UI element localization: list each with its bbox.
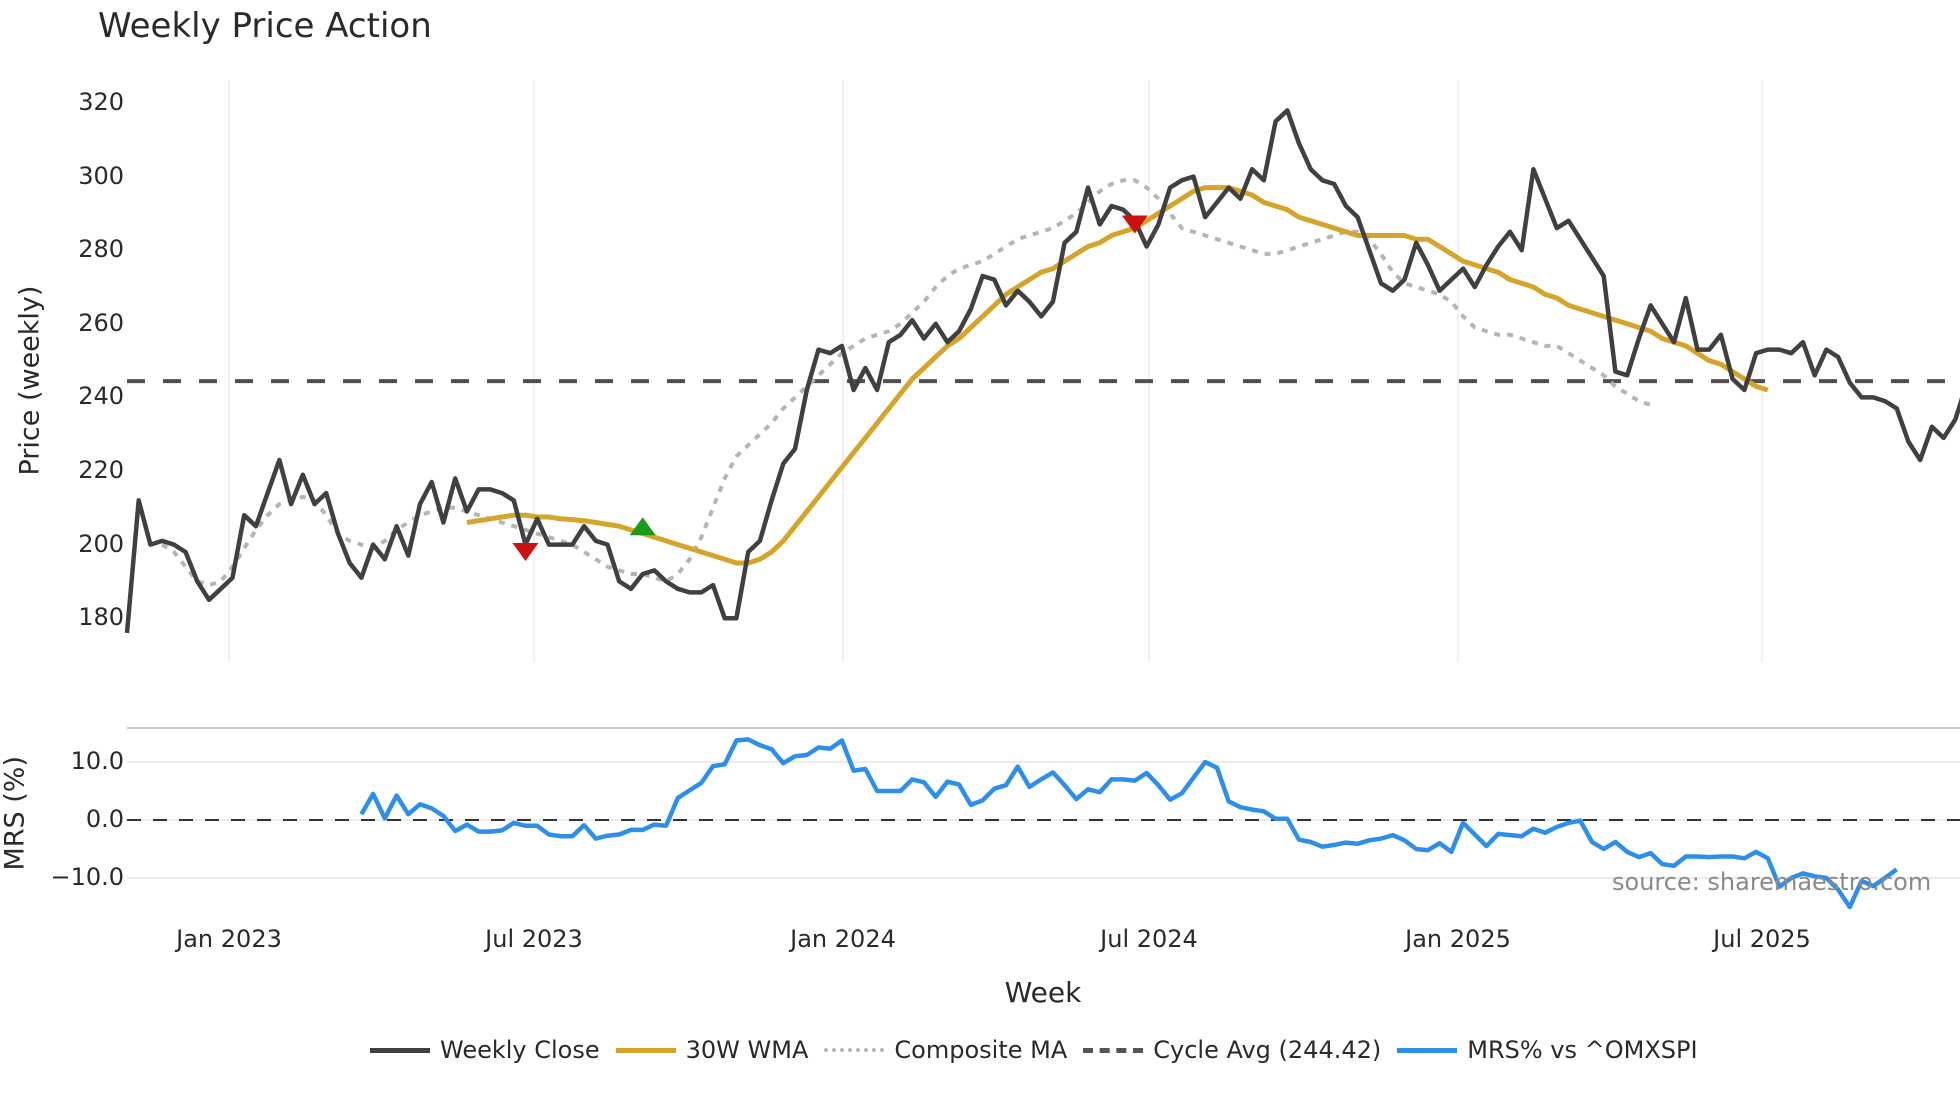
legend-swatch-icon — [1083, 1047, 1144, 1053]
mrs-tick-label: 10.0 — [70, 747, 124, 775]
legend-swatch-icon — [370, 1047, 430, 1053]
weekly-close-line — [124, 108, 1960, 634]
legend-label: MRS% vs ^OMXSPI — [1467, 1036, 1698, 1064]
x-tick-label: Jul 2024 — [1100, 925, 1198, 953]
x-tick-label: Jan 2023 — [176, 925, 282, 953]
legend-item[interactable]: MRS% vs ^OMXSPI — [1397, 1036, 1698, 1064]
chart-title: Weekly Price Action — [98, 6, 432, 46]
legend-label: Weekly Close — [440, 1036, 600, 1064]
price-tick-label: 240 — [78, 382, 124, 411]
mrs-axis-label: MRS (%) — [0, 756, 31, 871]
wma-30w-line — [466, 185, 1769, 566]
price-tick-label: 280 — [78, 235, 124, 264]
x-tick-label: Jan 2025 — [1405, 925, 1511, 953]
legend-label: 30W WMA — [685, 1036, 809, 1064]
buy-signal-marker — [629, 517, 656, 536]
sell-signal-marker — [512, 542, 539, 561]
price-tick-label: 180 — [78, 603, 124, 632]
legend-item[interactable]: Cycle Avg (244.42) — [1083, 1036, 1381, 1064]
composite-ma-line — [161, 178, 1652, 588]
legend-label: Composite MA — [894, 1036, 1068, 1064]
mrs-line — [359, 737, 1899, 910]
legend-label: Cycle Avg (244.42) — [1153, 1036, 1382, 1064]
price-tick-label: 200 — [78, 529, 124, 558]
x-tick-label: Jul 2023 — [485, 925, 583, 953]
x-tick-label: Jul 2025 — [1713, 925, 1811, 953]
price-tick-label: 320 — [78, 88, 124, 116]
mrs-tick-label: 0.0 — [85, 805, 124, 833]
legend-swatch-icon — [824, 1048, 885, 1052]
sell-signal-marker — [1121, 215, 1148, 234]
legend-swatch-icon — [615, 1047, 676, 1053]
legend-swatch-icon — [1397, 1047, 1458, 1053]
x-tick-label: Jan 2024 — [790, 925, 896, 953]
mrs-tick-label: −10.0 — [50, 863, 124, 891]
source-annotation: source: sharemaestro.com — [1612, 868, 1932, 896]
price-tick-label: 260 — [78, 308, 124, 337]
price-tick-label: 300 — [78, 161, 124, 190]
price-axis-label: Price (weekly) — [14, 285, 46, 476]
price-tick-label: 220 — [78, 456, 124, 484]
legend-item[interactable]: 30W WMA — [615, 1036, 809, 1064]
x-axis-label: Week — [1004, 976, 1082, 1009]
legend: Weekly Close 30W WMA Composite MA Cycle Avg… — [370, 1036, 1698, 1064]
legend-item[interactable]: Weekly Close — [370, 1036, 600, 1064]
legend-item[interactable]: Composite MA — [824, 1036, 1067, 1064]
